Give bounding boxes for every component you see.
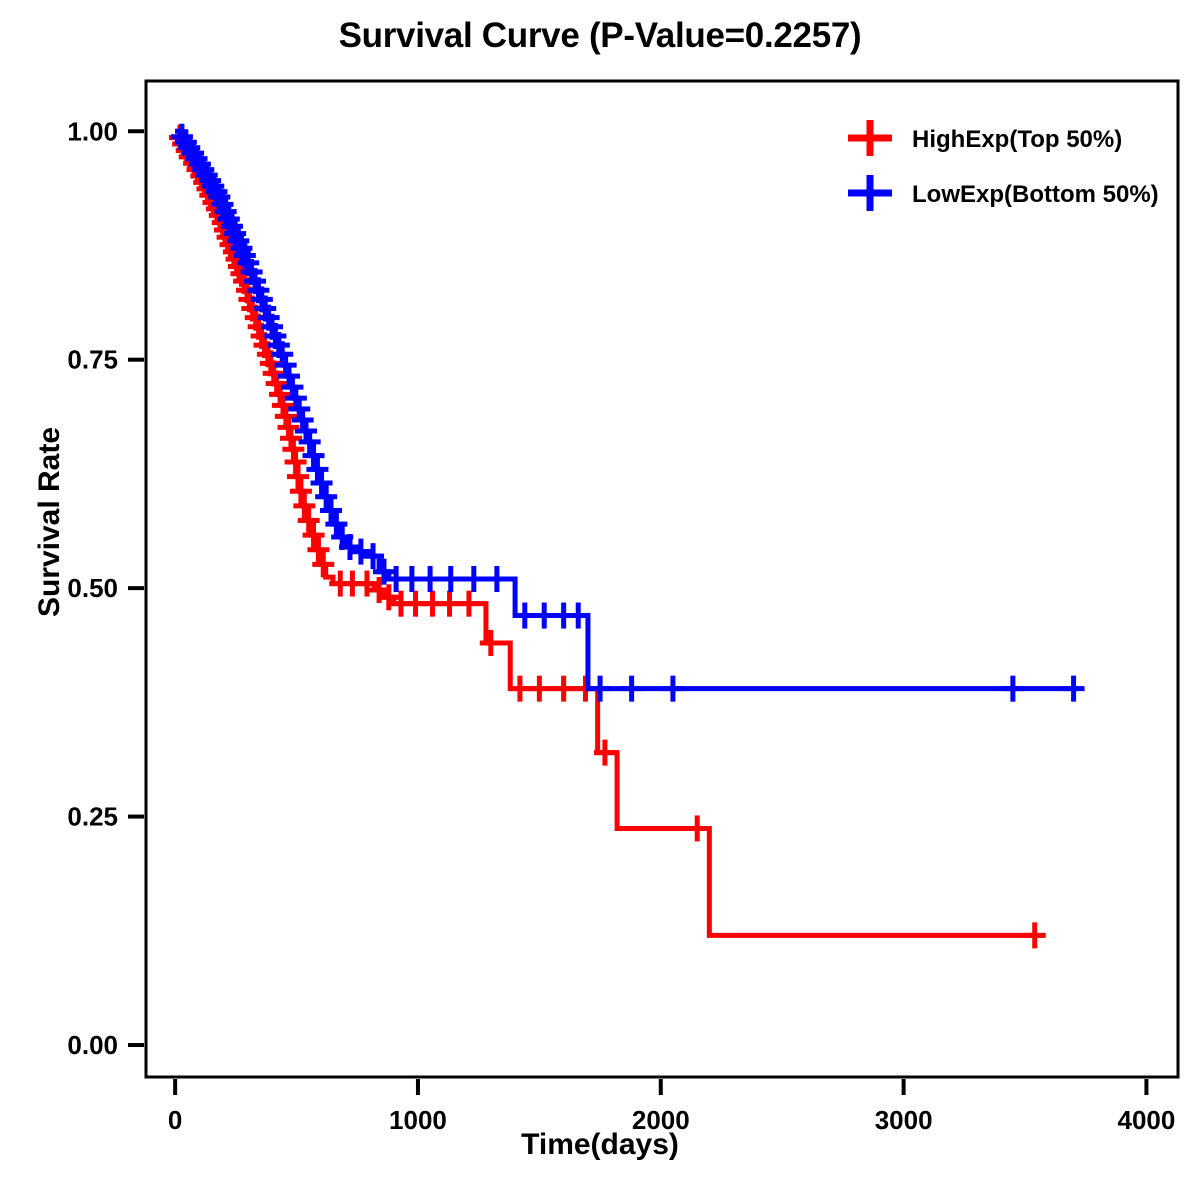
x-axis-label: Time(days) — [521, 1128, 679, 1161]
series-layer — [168, 123, 1085, 949]
legend-item-low-exp[interactable]: LowExp(Bottom 50%) — [848, 175, 1159, 211]
y-tick-label: 0.75 — [67, 345, 118, 375]
legend-item-high-exp[interactable]: HighExp(Top 50%) — [848, 120, 1122, 156]
x-tick-label: 3000 — [875, 1105, 933, 1135]
page-title: Survival Curve (P-Value=0.2257) — [338, 16, 862, 55]
legend-label: LowExp(Bottom 50%) — [912, 181, 1159, 208]
y-tick-label: 1.00 — [67, 116, 118, 146]
x-tick-label: 2000 — [632, 1105, 690, 1135]
x-axis-ticks: 0 1000 2000 3000 4000 — [168, 1079, 1175, 1135]
plot-frame — [144, 79, 1180, 1079]
x-tick-label: 1000 — [389, 1105, 447, 1135]
y-tick-label: 0.25 — [67, 802, 118, 832]
chart-legend[interactable]: HighExp(Top 50%) LowExp(Bottom 50%) — [848, 120, 1159, 211]
y-tick-label: 0.50 — [67, 573, 118, 603]
y-axis-ticks: 0.00 0.25 0.50 0.75 1.00 — [67, 116, 144, 1060]
x-tick-label: 0 — [168, 1105, 182, 1135]
legend-label: HighExp(Top 50%) — [912, 126, 1122, 153]
y-tick-label: 0.00 — [67, 1030, 118, 1060]
x-tick-label: 4000 — [1118, 1105, 1176, 1135]
series-low-exp — [170, 123, 1085, 702]
